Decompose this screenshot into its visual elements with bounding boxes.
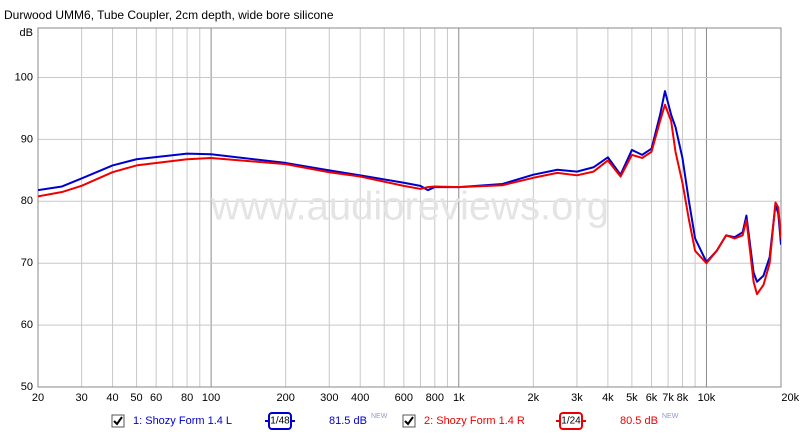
x-tick-label: 200 — [276, 392, 294, 404]
x-tick-label: 4k — [602, 392, 614, 404]
smoothing-box[interactable] — [268, 412, 292, 430]
level-badge: NEW — [662, 413, 679, 420]
x-tick-label: 100 — [202, 392, 220, 404]
x-tick-label: 2k — [528, 392, 540, 404]
x-tick-label: 40 — [106, 392, 118, 404]
x-tick-label: 80 — [181, 392, 193, 404]
checkmark — [404, 416, 414, 426]
x-tick-label: 8k — [677, 392, 689, 404]
smoothing-label: 1/24 — [561, 416, 581, 427]
x-tick-label: 6k — [646, 392, 658, 404]
plot-frame — [37, 27, 782, 388]
x-tick-label: 400 — [351, 392, 369, 404]
y-tick-label: 50 — [21, 381, 33, 393]
series-line — [38, 103, 781, 296]
x-tick-label: 10k — [698, 392, 716, 404]
checkmark — [113, 416, 123, 426]
legend-item[interactable]: 1: Shozy Form 1.4 L 1/48 81.5 dB NEW — [111, 412, 388, 430]
y-tick-label: 60 — [21, 319, 33, 331]
x-tick-label: 300 — [320, 392, 338, 404]
level-label: 80.5 dB — [620, 415, 658, 427]
smoothing-label: 1/48 — [270, 416, 290, 427]
x-tick-label: 5k — [626, 392, 638, 404]
x-tick-label: 1k — [453, 392, 465, 404]
x-tick-label: 50 — [130, 392, 142, 404]
legend-item[interactable]: 2: Shozy Form 1.4 R 1/24 80.5 dB NEW — [402, 412, 679, 430]
chart-title: Durwood UMM6, Tube Coupler, 2cm depth, w… — [4, 8, 334, 22]
level-label: 81.5 dB — [329, 415, 367, 427]
x-tick-label: 7k — [662, 392, 674, 404]
x-tick-label: 20 — [32, 392, 44, 404]
y-tick-label: 80 — [21, 195, 33, 207]
y-tick-label: 70 — [21, 257, 33, 269]
x-tick-label: 600 — [395, 392, 413, 404]
y-axis-label: dB — [20, 27, 33, 39]
x-tick-label: 20kHz — [781, 392, 800, 404]
smoothing-box[interactable] — [559, 412, 583, 430]
x-tick-label: 3k — [571, 392, 583, 404]
y-tick-label: 90 — [21, 133, 33, 145]
x-tick-label: 30 — [75, 392, 87, 404]
level-badge: NEW — [371, 413, 388, 420]
x-tick-label: 60 — [150, 392, 162, 404]
x-tick-label: 800 — [426, 392, 444, 404]
legend-label: 1: Shozy Form 1.4 L — [133, 415, 232, 427]
legend-label: 2: Shozy Form 1.4 R — [424, 415, 525, 427]
y-tick-label: 100 — [15, 71, 33, 83]
watermark: www.audioreviews.org — [210, 185, 609, 229]
